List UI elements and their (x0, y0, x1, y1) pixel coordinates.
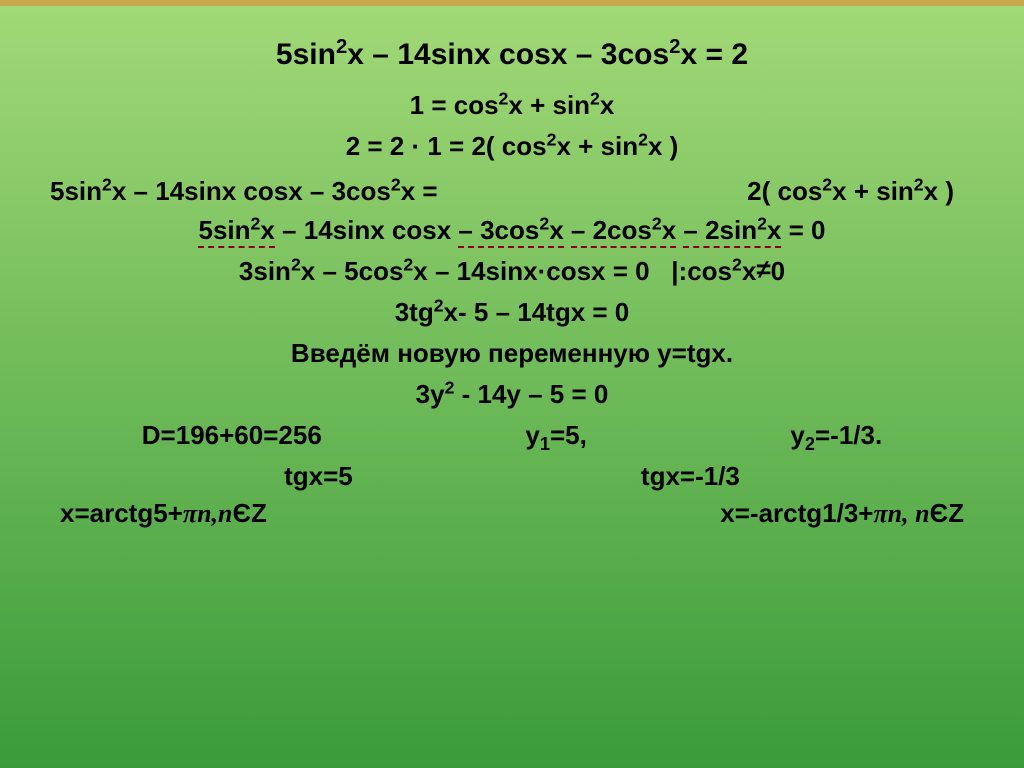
substitution-row: 5sin2x – 14sinx cosx – 3cos2x = 2( cos2x… (40, 176, 984, 207)
discriminant: D=196+60=256 (142, 420, 322, 455)
identity-1: 1 = cos2x + sin2x (40, 90, 984, 121)
term-3: – 3cos2x (458, 215, 563, 248)
term-1: 5sin2x (198, 215, 274, 248)
term-4: – 2cos2x (571, 215, 676, 248)
root-y1: y1=5, (525, 420, 586, 455)
answer-2: x=-arctg1/3+πn, nЄZ (720, 498, 964, 529)
substitution-right: 2( cos2x + sin2x ) (747, 176, 984, 207)
root-y2: y2=-1/3. (790, 420, 882, 455)
equation-title: 5sin2x – 14sinx cosx – 3cos2x = 2 (40, 38, 984, 72)
discriminant-row: D=196+60=256 y1=5, y2=-1/3. (40, 420, 984, 455)
term-2: – 14sinx cosx (275, 215, 459, 245)
tangent-eq: 3tg2x- 5 – 14tgx = 0 (40, 297, 984, 328)
substitution-left: 5sin2x – 14sinx cosx – 3cos2x = (40, 176, 747, 207)
substitution-text: Введём новую переменную y=tgx. (40, 338, 984, 369)
combined-line: 3sin2x – 5cos2x – 14sinxcosx = 0 |:cos2x… (40, 256, 984, 287)
answer-1: x=arctg5+πn,nЄZ (60, 498, 267, 529)
slide: 5sin2x – 14sinx cosx – 3cos2x = 2 1 = co… (0, 0, 1024, 768)
eq-zero: = 0 (781, 215, 825, 245)
accent-bar (0, 0, 1024, 6)
final-answers: x=arctg5+πn,nЄZ x=-arctg1/3+πn, nЄZ (40, 498, 984, 529)
identity-2: 2 = 2 1 = 2( cos2x + sin2x ) (40, 131, 984, 162)
expanded-line: 5sin2x – 14sinx cosx – 3cos2x – 2cos2x –… (40, 215, 984, 246)
tgx-1: tgx=5 (284, 461, 353, 492)
term-5: – 2sin2x (683, 215, 781, 248)
tgx-2: tgx=-1/3 (641, 461, 740, 492)
tgx-row: tgx=5 tgx=-1/3 (40, 461, 984, 492)
quadratic: 3y2 - 14y – 5 = 0 (40, 379, 984, 410)
